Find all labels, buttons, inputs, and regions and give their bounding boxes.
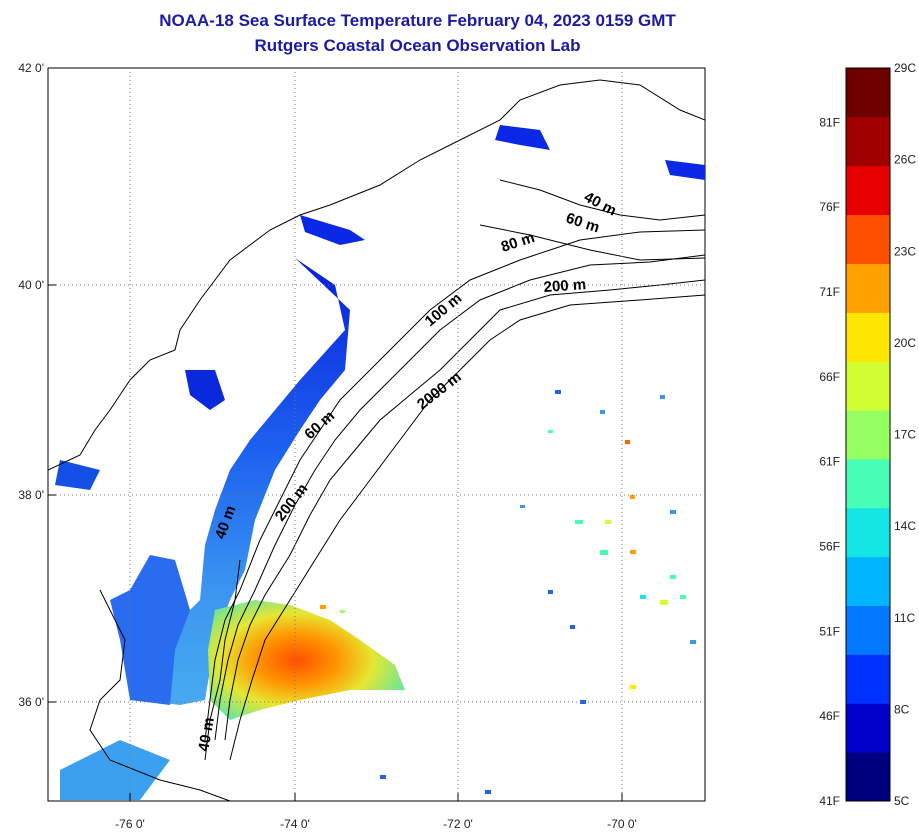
colorbar-celsius-label: 20C [894, 336, 916, 350]
bathymetry-contours [204, 179, 705, 761]
lon-label-74: -74 0' [280, 817, 310, 831]
colorbar-fahrenheit-label: 56F [819, 539, 840, 553]
long-island-sound-water [300, 215, 365, 245]
colorbar-band [846, 214, 890, 264]
colorbar-celsius-label: 11C [894, 611, 915, 625]
colorbar-band [846, 312, 890, 362]
barrier-islands [204, 559, 241, 761]
colorbar-band [846, 752, 890, 802]
colorbar-band [846, 605, 890, 655]
colorbar-celsius-label: 26C [894, 153, 916, 167]
lon-label-72: -72 0' [443, 817, 473, 831]
gulf-stream-warm-water [208, 600, 405, 720]
lon-label-70: -70 0' [607, 817, 637, 831]
delaware-bay-water [185, 370, 225, 410]
colorbar-fahrenheit-label: 71F [819, 285, 840, 299]
contour-label-40m-south: 40 m [195, 716, 218, 753]
colorbar-fahrenheit-label: 76F [819, 200, 840, 214]
colorbar-band [846, 263, 890, 313]
colorbar-fahrenheit-label: 61F [819, 455, 840, 469]
colorbar-band [846, 458, 890, 509]
colorbar-band [846, 556, 890, 607]
colorbar-band [846, 68, 890, 118]
colorbar-band [846, 654, 890, 704]
coastline [48, 79, 705, 471]
lat-label-38: 38 0' [18, 488, 44, 502]
map-title: NOAA-18 Sea Surface Temperature February… [159, 11, 676, 30]
graticule [48, 68, 705, 801]
colorbar-band [846, 410, 890, 460]
map-subtitle: Rutgers Coastal Ocean Observation Lab [254, 36, 581, 55]
lat-label-36: 36 0' [18, 695, 44, 709]
colorbar-band [846, 116, 890, 167]
colorbar-fahrenheit-label: 46F [819, 709, 840, 723]
colorbar-celsius-label: 8C [894, 702, 910, 716]
axis-ticks [48, 67, 623, 801]
colorbar-celsius-label: 5C [894, 794, 910, 808]
colorbar-fahrenheit-label: 41F [819, 794, 840, 808]
colorbar-fahrenheit-label: 51F [819, 624, 840, 638]
coastline-southern [89, 589, 231, 801]
lon-label-76: -76 0' [115, 817, 145, 831]
colorbar-band [846, 361, 890, 411]
colorbar-frame [845, 67, 891, 802]
colorbar-fahrenheit-label: 81F [819, 115, 840, 129]
contour-label-200m-ne: 200 m [543, 276, 587, 296]
pamlico-sound-water [60, 740, 170, 800]
colorbar-celsius-label: 17C [894, 428, 916, 442]
colorbar-band [846, 507, 890, 558]
lat-label-40: 40 0' [18, 278, 44, 292]
colorbar-celsius-label: 23C [894, 244, 916, 258]
colorbar-celsius-label: 14C [894, 519, 916, 533]
shelf-cold-water [140, 258, 350, 705]
colorbar-bands [846, 68, 890, 802]
nantucket-water [665, 160, 705, 180]
colorbar-celsius-label: 29C [894, 61, 916, 75]
offshore-sst-pixels [320, 390, 696, 794]
colorbar-fahrenheit-label: 66F [819, 370, 840, 384]
cape-cod-water [495, 125, 550, 150]
colorbar-band [846, 165, 890, 216]
southeast-bay-water [55, 460, 100, 490]
colorbar-band [846, 703, 890, 753]
lat-label-42: 42 0' [18, 61, 44, 75]
